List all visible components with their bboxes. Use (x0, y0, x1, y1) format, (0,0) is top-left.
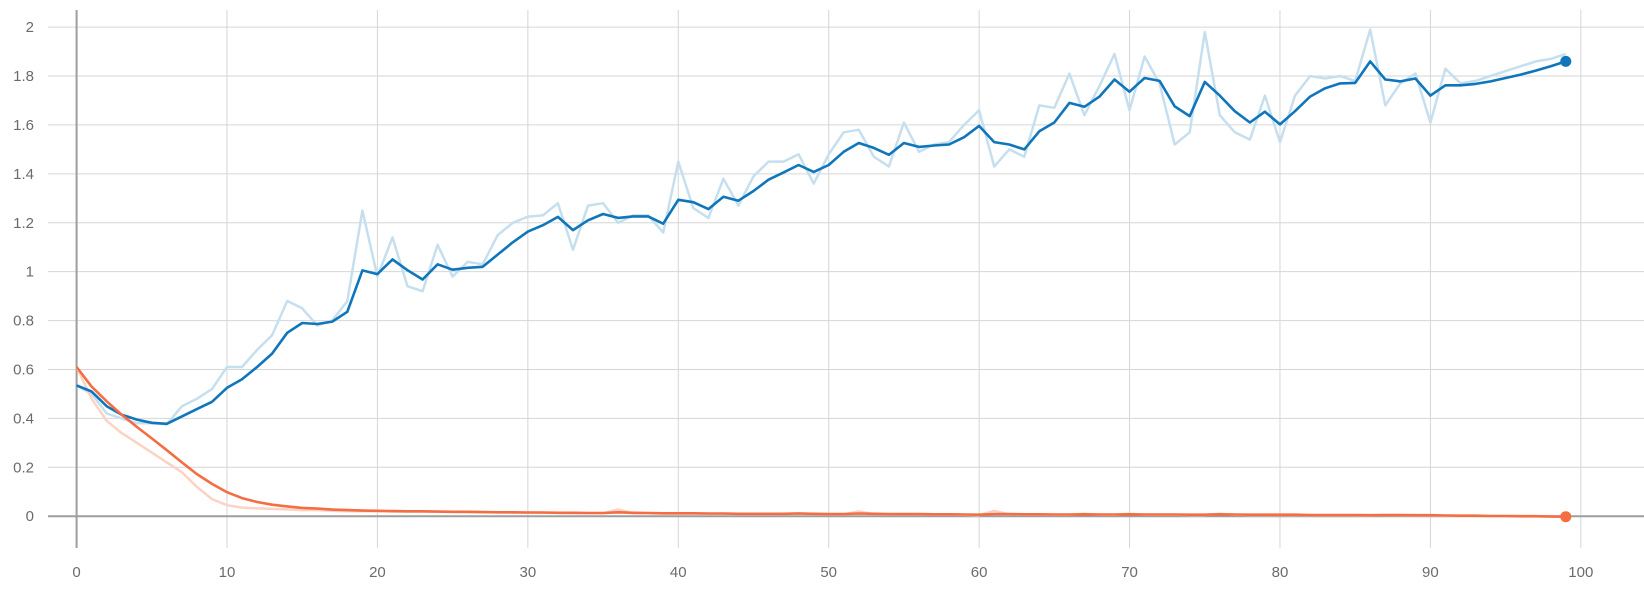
x-tick-label: 0 (72, 564, 80, 581)
x-tick-label: 80 (1272, 564, 1289, 581)
y-axis-tick-labels: 0 0.2 0.4 0.6 0.8 1 1.2 1.4 1.6 1.8 2 (13, 19, 34, 525)
y-grid (48, 26, 1644, 468)
series-0-raw-line (75, 28, 1567, 426)
x-tick-label: 40 (670, 564, 687, 581)
y-tick-label: 1.6 (13, 117, 34, 134)
y-tick-label: 1.4 (13, 166, 34, 183)
series-0-smoothed-line (76, 60, 1567, 426)
series-1-raw-line (75, 366, 1566, 519)
x-tick-label: 50 (820, 564, 837, 581)
y-tick-label: 2 (26, 19, 34, 36)
y-tick-label: 0.8 (13, 313, 34, 330)
series-0-end-marker[interactable] (1560, 55, 1572, 67)
x-grid (226, 10, 1582, 548)
x-tick-label: 10 (219, 564, 236, 581)
x-tick-label: 70 (1121, 564, 1138, 581)
y-tick-label: 0.4 (13, 410, 34, 427)
y-tick-label: 0.2 (13, 459, 34, 476)
x-axis-tick-labels: 0 10 20 30 40 50 60 70 80 90 100 (72, 564, 1593, 581)
x-tick-label: 100 (1568, 564, 1593, 581)
x-tick-label: 20 (369, 564, 386, 581)
y-tick-label: 0 (26, 508, 34, 525)
series-1-end-marker[interactable] (1560, 511, 1572, 523)
series-layer (75, 28, 1572, 523)
y-tick-label: 1.2 (13, 215, 34, 232)
x-tick-label: 30 (520, 564, 537, 581)
x-tick-label: 60 (971, 564, 988, 581)
y-tick-label: 1.8 (13, 68, 34, 85)
x-tick-label: 90 (1422, 564, 1439, 581)
y-tick-label: 0.6 (13, 361, 34, 378)
series-1-smoothed-line (75, 366, 1566, 518)
y-tick-label: 1 (26, 264, 34, 281)
